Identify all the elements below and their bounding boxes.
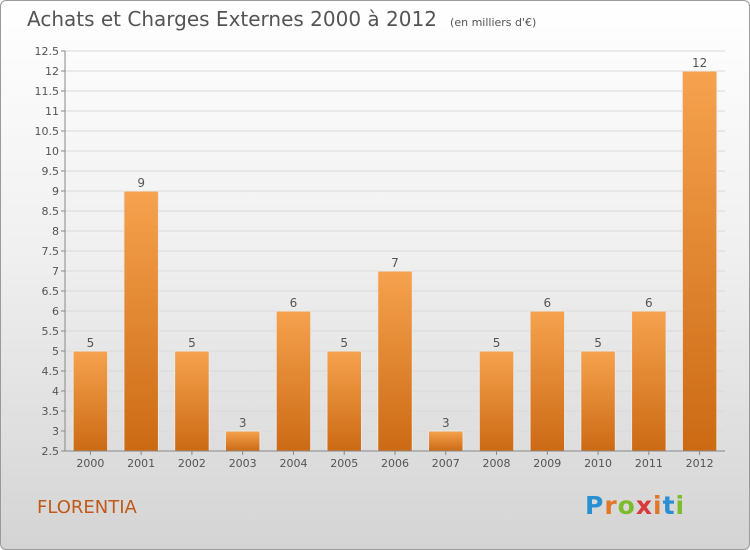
commune-name: FLORENTIA [37, 497, 137, 518]
data-label: 9 [137, 176, 145, 190]
y-tick-label: 7.5 [42, 245, 60, 258]
proxiti-logo[interactable]: Proxiti [585, 491, 685, 520]
y-tick-label: 9.5 [42, 165, 60, 178]
y-tick-label: 8.5 [42, 205, 60, 218]
logo-letter: P [585, 491, 605, 520]
bar-2001 [123, 190, 159, 452]
bar-2006 [377, 270, 413, 452]
y-tick-label: 4.5 [42, 365, 60, 378]
data-label: 5 [594, 336, 602, 350]
bar-2012 [681, 70, 718, 452]
data-label: 6 [543, 296, 551, 310]
logo-letter: t [662, 491, 676, 520]
data-label: 5 [340, 336, 348, 350]
y-tick-label: 2.5 [42, 445, 60, 458]
logo-letter: o [617, 491, 636, 520]
bar-2009 [529, 310, 566, 452]
bar-2004 [275, 310, 312, 452]
y-tick-label: 5 [52, 345, 59, 358]
data-label: 5 [493, 336, 501, 350]
logo-letter: x [635, 491, 653, 520]
bar-2002 [174, 350, 210, 452]
x-tick-label: 2004 [279, 457, 307, 470]
y-tick-label: 10.5 [35, 125, 60, 138]
x-tick-label: 2005 [330, 457, 358, 470]
x-tick-label: 2006 [381, 457, 409, 470]
y-axis: 2.5 3 3.5 4 4.5 5 5.5 6 6.5 7 7.5 8 8.5 9 9.5 10 10.5 11 1… [35, 45, 66, 458]
bar-2008 [478, 350, 515, 452]
x-tick-label: 2008 [483, 457, 511, 470]
data-label: 6 [290, 296, 298, 310]
data-label: 7 [391, 256, 399, 270]
logo-letter: r [604, 491, 618, 520]
x-tick-label: 2000 [76, 457, 104, 470]
bar-2007 [428, 430, 464, 452]
x-tick-label: 2010 [584, 457, 612, 470]
x-tick-label: 2001 [127, 457, 155, 470]
y-tick-label: 10 [45, 145, 59, 158]
bar-2005 [326, 350, 362, 452]
y-tick-label: 3.5 [42, 405, 60, 418]
y-tick-label: 8 [52, 225, 59, 238]
y-tick-label: 12 [45, 65, 59, 78]
data-label: 5 [87, 336, 95, 350]
y-tick-label: 6.5 [42, 285, 60, 298]
bar-2011 [631, 310, 667, 452]
y-tick-label: 5.5 [42, 325, 60, 338]
y-tick-label: 9 [52, 185, 59, 198]
bars [72, 70, 718, 452]
y-tick-label: 11.5 [35, 85, 60, 98]
bar-2000 [72, 350, 109, 452]
x-tick-label: 2009 [533, 457, 561, 470]
bar-2003 [224, 430, 261, 452]
y-tick-label: 3 [52, 425, 59, 438]
chart-title: Achats et Charges Externes 2000 à 2012 (… [27, 7, 536, 31]
chart-unit: (en milliers d'€) [450, 16, 537, 29]
y-tick-label: 6 [52, 305, 59, 318]
x-tick-label: 2002 [178, 457, 206, 470]
y-tick-label: 4 [52, 385, 59, 398]
data-label: 3 [442, 416, 450, 430]
logo-letter: i [675, 491, 686, 520]
logo-letter: i [653, 491, 663, 520]
data-label: 5 [188, 336, 196, 350]
data-label: 6 [645, 296, 653, 310]
bar-2010 [580, 350, 616, 452]
x-tick-label: 2011 [635, 457, 663, 470]
chart-title-text: Achats et Charges Externes 2000 à 2012 [27, 7, 437, 31]
x-tick-label: 2003 [229, 457, 257, 470]
y-tick-label: 11 [45, 105, 59, 118]
y-tick-label: 12.5 [35, 45, 60, 58]
x-tick-label: 2007 [432, 457, 460, 470]
y-tick-label: 7 [52, 265, 59, 278]
data-labels: 5 9 5 3 6 5 7 3 5 6 5 6 12 [87, 56, 708, 430]
data-label: 12 [692, 56, 707, 70]
data-label: 3 [239, 416, 247, 430]
x-tick-label: 2012 [686, 457, 714, 470]
x-axis: 2000 2001 2002 2003 2004 2005 2006 2007 2008 2009… [65, 450, 725, 470]
